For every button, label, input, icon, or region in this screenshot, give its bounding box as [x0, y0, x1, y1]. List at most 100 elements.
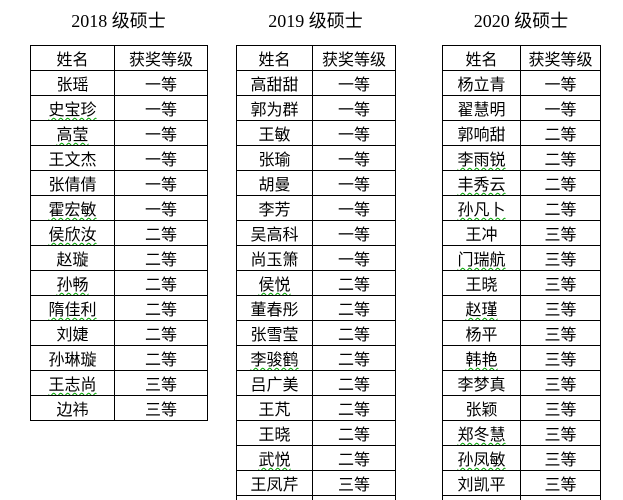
name-cell: 王芃 [236, 395, 313, 421]
award-level-cell: 二等 [114, 345, 208, 371]
student-name: 尚玉箫 [250, 252, 299, 269]
award-level-cell: 一等 [114, 70, 208, 96]
award-level-cell: 三等 [520, 395, 601, 421]
name-cell: 张雪莹 [236, 320, 313, 346]
student-name: 张瑶 [56, 77, 89, 94]
award-level-cell: 三等 [520, 320, 601, 346]
name-column-header: 姓名 [442, 45, 521, 71]
awards-table-2018-section: 2018 级硕士 姓名 获奖等级 张瑶 一等 史宝珍 一等 高莹 一等 王文杰 一等 张倩倩 一等… [30, 8, 208, 421]
student-name: 王芃 [258, 402, 291, 419]
table-row: 孙琳璇 二等 [30, 345, 208, 371]
award-level-cell: 二等 [114, 295, 208, 321]
award-level-cell: 二等 [114, 270, 208, 296]
table-row: 边祎 三等 [30, 395, 208, 421]
name-cell: 王志尚 [30, 370, 115, 396]
table-row: 赵璇 二等 [30, 245, 208, 271]
table-row: 李芳 一等 [236, 195, 396, 221]
student-name: 高甜甜 [250, 77, 299, 94]
award-level-cell: 三等 [312, 495, 396, 500]
name-cell: 赵瑾 [442, 295, 521, 321]
name-cell: 郭为群 [236, 95, 313, 121]
table-row: 吴高科 一等 [236, 220, 396, 246]
table-title-2020: 2020 级硕士 [473, 11, 569, 31]
award-level-cell: 一等 [114, 95, 208, 121]
table-row: 李骏鹤 二等 [236, 345, 396, 371]
name-cell: 尚玉箫 [236, 245, 313, 271]
table-row: 陈晨三等 [442, 495, 601, 500]
table-row: 孙凡卜 二等 [442, 195, 601, 221]
student-name: 李雨锐 [457, 152, 506, 169]
table-row: 侯欣汝 二等 [30, 220, 208, 246]
name-cell: 刘婕 [30, 320, 115, 346]
table-row: 高甜甜 一等 [236, 70, 396, 96]
table-row: 吕广美 二等 [236, 370, 396, 396]
name-cell: 孙琳璇 [30, 345, 115, 371]
name-cell: 董春彤 [236, 295, 313, 321]
table-row: 郭响甜 二等 [442, 120, 601, 146]
student-name: 张雪莹 [250, 327, 299, 344]
award-level-cell: 一等 [312, 70, 396, 96]
table-row: 侯悦 二等 [236, 270, 396, 296]
student-name: 孙畅 [56, 277, 89, 294]
student-name: 孙凡卜 [457, 202, 506, 219]
student-name: 王文杰 [48, 152, 97, 169]
table-row: 丰秀云 二等 [442, 170, 601, 196]
name-cell: 王晓 [442, 270, 521, 296]
name-cell: 武悦 [236, 445, 313, 471]
award-level-cell: 三等 [520, 345, 601, 371]
name-cell: 刘凯平 [442, 470, 521, 496]
award-level-cell: 二等 [312, 270, 396, 296]
student-name: 史宝珍 [48, 102, 97, 119]
name-cell: 门瑞航 [442, 245, 521, 271]
student-name: 赵瑾 [465, 302, 498, 319]
name-cell: 吴高科 [236, 220, 313, 246]
student-name: 王冲 [465, 227, 498, 244]
award-level-cell: 二等 [520, 170, 601, 196]
award-level-cell: 一等 [312, 95, 396, 121]
table-row: 韩艳 三等 [442, 345, 601, 371]
table-row: 霍宏敏 一等 [30, 195, 208, 221]
table-row: 高莹 一等 [30, 120, 208, 146]
name-cell: 孙畅 [30, 270, 115, 296]
table-row: 杨平 三等 [442, 320, 601, 346]
name-cell: 赵璇 [30, 245, 115, 271]
award-level-cell: 二等 [312, 345, 396, 371]
award-level-cell: 一等 [520, 95, 601, 121]
award-level-cell: 二等 [312, 445, 396, 471]
award-level-column-header: 获奖等级 [114, 45, 208, 71]
award-level-cell: 二等 [312, 295, 396, 321]
student-name: 侯悦 [258, 277, 291, 294]
award-level-cell: 一等 [114, 120, 208, 146]
name-cell: 李雨锐 [442, 145, 521, 171]
table-row: 武悦 二等 [236, 445, 396, 471]
name-cell: 庄雅如 [236, 495, 313, 500]
table-row: 王文杰 一等 [30, 145, 208, 171]
student-name: 王志尚 [48, 377, 97, 394]
award-level-cell: 二等 [312, 420, 396, 446]
award-level-cell: 一等 [312, 195, 396, 221]
table-row: 张瑜 一等 [236, 145, 396, 171]
student-name: 王晓 [465, 277, 498, 294]
table-row: 胡曼 一等 [236, 170, 396, 196]
table-row: 赵瑾 三等 [442, 295, 601, 321]
table-row: 王冲 三等 [442, 220, 601, 246]
name-cell: 隋佳利 [30, 295, 115, 321]
header-row: 姓名 获奖等级 [236, 45, 396, 71]
table-row: 董春彤 二等 [236, 295, 396, 321]
table-row: 王志尚 三等 [30, 370, 208, 396]
student-name: 孙琳璇 [48, 352, 97, 369]
student-name: 郭响甜 [457, 127, 506, 144]
table-row: 刘凯平 三等 [442, 470, 601, 496]
award-level-cell: 二等 [520, 120, 601, 146]
table-row: 王晓 二等 [236, 420, 396, 446]
name-cell: 王文杰 [30, 145, 115, 171]
name-cell: 韩艳 [442, 345, 521, 371]
name-cell: 郭响甜 [442, 120, 521, 146]
name-cell: 边祎 [30, 395, 115, 421]
name-cell: 李梦真 [442, 370, 521, 396]
award-level-cell: 三等 [520, 495, 601, 500]
awards-table-2019: 姓名 获奖等级 高甜甜 一等 郭为群 一等 王敏 一等 张瑜 一等 胡曼 一等 李芳 一等 吴高科 一等尚… [236, 45, 396, 500]
award-level-cell: 三等 [520, 245, 601, 271]
student-name: 张颖 [465, 402, 498, 419]
name-cell: 胡曼 [236, 170, 313, 196]
